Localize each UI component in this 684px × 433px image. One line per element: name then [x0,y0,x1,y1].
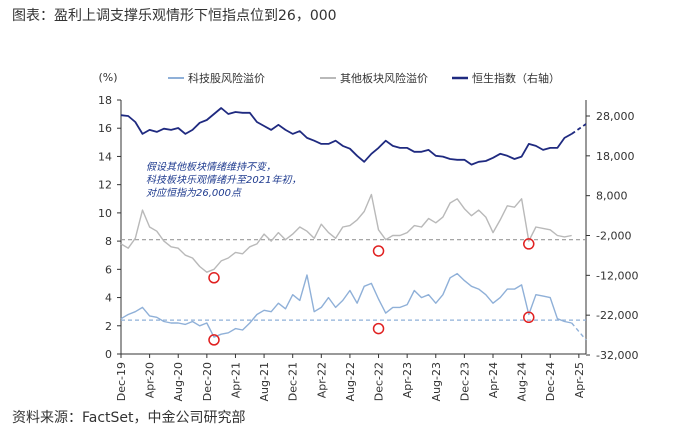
x-axis-tick-label: Aug-21 [258,362,271,401]
x-axis-tick-label: Dec-21 [287,362,300,401]
right-axis-tick-label: -12,000 [596,269,638,282]
x-axis-tick-label: Apr-25 [573,362,586,398]
x-axis-tick-label: Aug-23 [430,362,443,401]
left-axis-tick-label: 14 [98,150,112,163]
red-circle-marker [523,311,535,324]
x-axis-tick-label: Aug-22 [344,362,357,401]
source-note: 资料来源：FactSet，中金公司研究部 [12,410,246,426]
red-circle-marker [208,334,220,346]
x-axis-tick-label: Apr-20 [144,362,157,398]
red-circle-marker [523,238,535,250]
x-axis-tick-label: Dec-23 [458,362,471,401]
x-axis-tick-label: Apr-23 [401,362,414,398]
red-circle-marker [208,272,220,284]
left-axis-tick-label: 8 [105,235,112,248]
chart-title: 图表：盈利上调支撑乐观情形下恒指点位到26，000 [12,8,337,24]
axes: 0 2 4 6 8 10 12 14 16 18 (%) 28,000 18,000 8,000 -2,00… [98,71,638,401]
annotation-line: 科技板块乐观情绪升至2021年初， [146,174,301,186]
legend-label: 其他板块风险溢价 [340,71,428,85]
legend-label: 恒生指数（右轴） [472,71,560,85]
left-axis-tick-label: 18 [98,94,112,107]
markers [208,238,535,346]
x-axis-tick-label: Dec-24 [544,362,557,401]
x-axis-tick-label: Dec-20 [201,362,214,401]
series-lines [120,107,587,341]
x-axis-tick-label: Dec-22 [373,362,386,401]
legend: 科技股风险溢价 其他板块风险溢价 恒生指数（右轴） [168,71,560,85]
legend-label: 科技股风险溢价 [188,71,265,85]
series-line [571,123,587,135]
annotation-line: 对应恒指为26,000点 [146,187,242,199]
x-axis-tick-label: Apr-22 [315,362,328,398]
left-axis-tick-label: 0 [105,348,112,361]
series-line [571,322,587,341]
series-line [120,272,572,338]
x-axis-tick-label: Apr-24 [487,362,500,398]
series-line [120,193,572,273]
x-axis-tick-label: Dec-19 [115,362,128,401]
x-axis-tick-label: Aug-20 [172,362,185,401]
right-axis-tick-label: -22,000 [596,309,638,322]
right-axis-tick-label: -2,000 [596,230,631,243]
reference-lines [121,239,586,321]
left-axis-tick-label: 10 [98,207,112,220]
left-axis-unit: (%) [98,71,117,84]
right-axis-tick-label: 18,000 [596,150,635,163]
right-axis-tick-label: -32,000 [596,349,638,362]
series-line [120,107,573,166]
left-axis-tick-label: 4 [105,292,112,305]
left-axis-tick-label: 2 [105,320,112,333]
annotation: 假设其他板块情绪维持不变，科技板块乐观情绪升至2021年初，对应恒指为26,00… [146,161,301,199]
annotation-line: 假设其他板块情绪维持不变， [146,161,276,173]
right-axis-tick-label: 28,000 [596,110,635,123]
right-axis-tick-label: 8,000 [596,190,628,203]
x-axis-tick-label: Apr-21 [229,362,242,398]
left-axis-tick-label: 6 [105,263,112,276]
red-circle-marker [372,322,385,335]
left-axis-tick-label: 16 [98,122,112,135]
x-axis-tick-label: Aug-24 [516,362,529,401]
left-axis-tick-label: 12 [98,179,112,192]
red-circle-marker [372,245,385,257]
